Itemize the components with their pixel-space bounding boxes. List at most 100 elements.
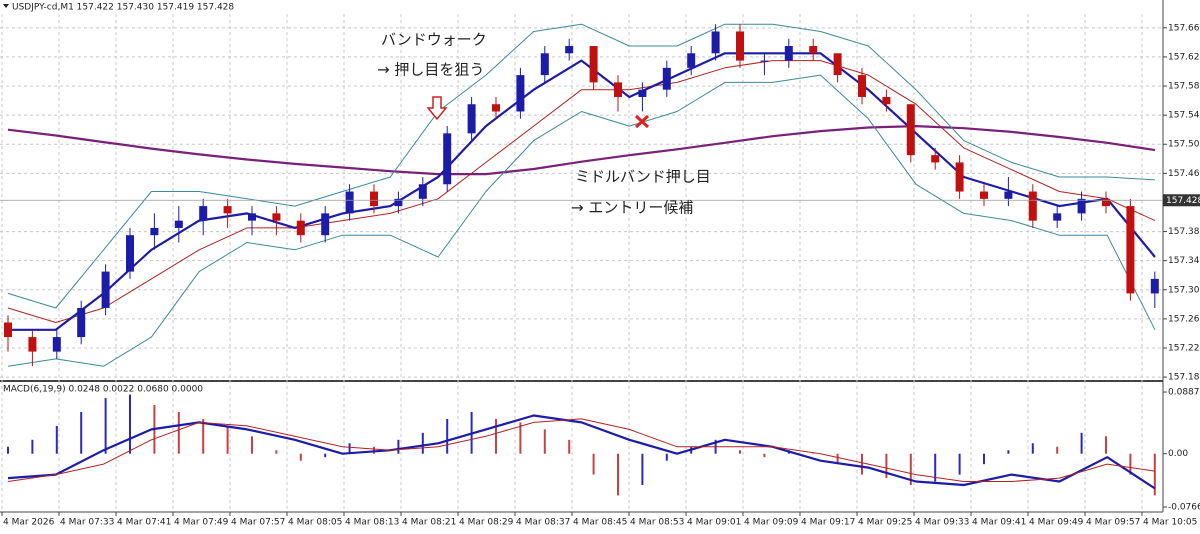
histogram-bar — [348, 443, 351, 454]
candle-body — [906, 104, 915, 156]
candle-body — [662, 67, 671, 90]
annotation: → 押し目を狙う — [377, 61, 484, 79]
histogram-bar — [665, 453, 668, 461]
candle-body — [296, 220, 305, 236]
histogram-bar — [836, 453, 839, 465]
candle-body — [492, 104, 500, 112]
candle-body — [760, 60, 769, 62]
down-arrow — [426, 96, 448, 121]
y-tick-label: 157.665 — [1168, 23, 1200, 33]
indicator-line — [7, 60, 1156, 323]
last-price-label: 157.428 — [1166, 196, 1200, 206]
x-tick-label: 4 Mar 08:37 — [516, 518, 570, 528]
x-tick-label: 4 Mar 09:25 — [858, 518, 912, 528]
histogram-bar — [421, 432, 424, 454]
histogram-bar — [617, 453, 619, 496]
histogram-bar — [592, 453, 595, 475]
x-tick-label: 4 Mar 07:49 — [174, 518, 229, 528]
x-tick-label: 4 Mar 08:13 — [345, 518, 399, 528]
x-tick-label: 4 Mar 07:33 — [60, 518, 114, 528]
histogram-bar — [202, 418, 205, 454]
y-tick-label: 157.225 — [1168, 343, 1200, 353]
histogram-bar — [739, 450, 741, 454]
candle-body — [4, 322, 12, 338]
candle-body — [565, 46, 574, 54]
y-tick-label: 157.505 — [1168, 140, 1200, 150]
annotation: → エントリー候補 — [571, 199, 693, 217]
candle-body — [955, 162, 964, 192]
candle-body — [467, 104, 476, 134]
indicator-line — [7, 418, 1156, 482]
histogram-bar — [299, 453, 302, 461]
histogram-bar — [80, 411, 83, 454]
x-tick-label: 4 Mar 10:05 — [1143, 518, 1197, 528]
x-tick-label: 4 Mar 09:49 — [1029, 518, 1084, 528]
candle-body — [1102, 198, 1110, 207]
x-tick-label: 4 Mar 09:09 — [744, 518, 799, 528]
candle-body — [418, 184, 427, 199]
candle-body — [223, 206, 232, 214]
candle-body — [980, 191, 988, 199]
y-tick-label: 157.625 — [1168, 52, 1200, 62]
candle-body — [833, 53, 842, 76]
y-tick-label: 157.265 — [1168, 314, 1200, 324]
histogram-bar — [934, 453, 937, 482]
candle-body — [28, 337, 37, 352]
histogram-bar — [885, 453, 888, 479]
x-tick-label: 4 Mar 07:57 — [231, 518, 285, 528]
candle-body — [52, 337, 61, 352]
last-price-box — [1163, 194, 1200, 207]
cross-mark — [634, 114, 650, 129]
histogram-bar — [226, 425, 229, 454]
indicator-line — [7, 125, 1156, 176]
histogram-bar — [519, 422, 522, 454]
x-tick-label: 4 Mar 08:05 — [288, 518, 342, 528]
histogram-bar — [1105, 436, 1107, 454]
x-tick-label: 4 Mar 08:45 — [573, 518, 627, 528]
histogram-bar — [958, 453, 961, 475]
histogram-bar — [129, 394, 131, 454]
histogram-bar — [1031, 443, 1034, 454]
histogram-bar — [983, 453, 985, 465]
histogram-bar — [861, 453, 863, 475]
y-tick-label: 157.385 — [1168, 227, 1200, 237]
candle-body — [711, 31, 720, 54]
x-tick-label: 4 Mar 09:17 — [801, 518, 855, 528]
x-tick-label: 4 Mar 09:01 — [687, 518, 741, 528]
histogram-bar — [397, 439, 400, 454]
indicator-line — [7, 23, 1156, 309]
histogram-bar — [373, 446, 375, 454]
candle-body — [589, 46, 598, 83]
candle-body — [443, 133, 452, 185]
candle-body — [321, 213, 330, 236]
x-tick-label: 4 Mar 09:41 — [972, 518, 1026, 528]
histogram-bar — [909, 453, 912, 486]
x-tick-label: 4 Mar 08:29 — [459, 518, 514, 528]
candle-body — [174, 220, 183, 228]
histogram-bar — [1153, 453, 1156, 496]
x-tick-label: 4 Mar 07:41 — [117, 518, 171, 528]
x-tick-label: 4 Mar 08:21 — [402, 518, 456, 528]
indicator-line — [7, 74, 1156, 367]
candle-body — [931, 155, 940, 163]
candle-body — [1126, 206, 1135, 294]
x-tick-label: 4 Mar 2026 — [3, 518, 55, 528]
histogram-bar — [763, 453, 766, 458]
histogram-bar — [104, 398, 107, 454]
marks — [0, 23, 1163, 496]
x-tick-label: 4 Mar 08:53 — [630, 518, 684, 528]
histogram-bar — [31, 439, 34, 454]
macd-title: MACD(6,19,9) 0.0248 0.0022 0.0680 0.0000 — [3, 385, 203, 395]
histogram-bar — [1056, 446, 1059, 454]
candle-body — [516, 75, 525, 112]
histogram-bar — [251, 436, 253, 454]
candle-body — [638, 89, 647, 97]
candle-body — [1053, 213, 1062, 221]
overlay: USDJPY-cd,M1 157.422 157.430 157.419 157… — [3, 3, 711, 395]
histogram-bar — [812, 453, 815, 455]
candle-body — [345, 191, 354, 214]
candle-body — [784, 46, 793, 61]
histogram-bar — [543, 429, 546, 454]
